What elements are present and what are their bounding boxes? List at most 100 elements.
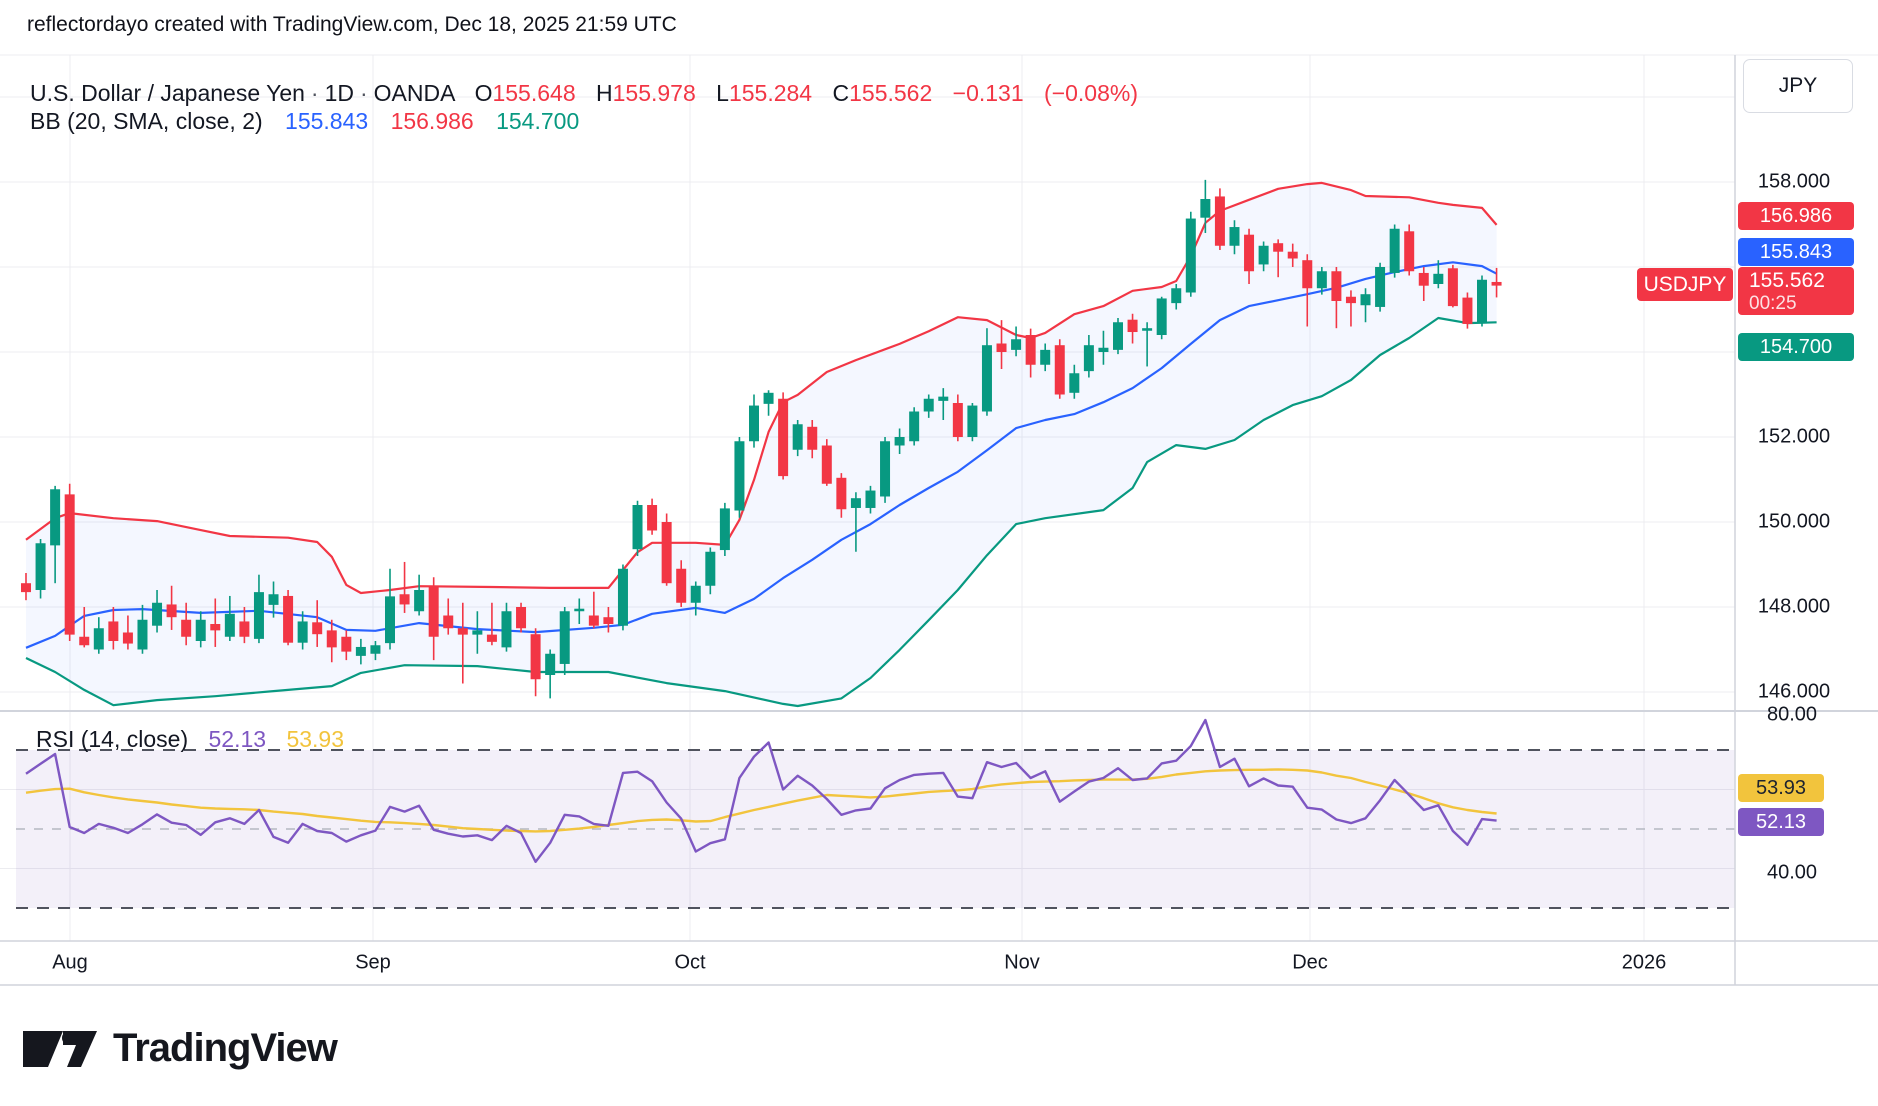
candle-body-down <box>1462 297 1473 324</box>
rsi-indicator-title[interactable]: RSI (14, close) <box>36 726 189 752</box>
candle-body-up <box>1156 298 1167 335</box>
candle-body-down <box>952 403 963 437</box>
candle-body-up <box>414 590 425 612</box>
bb-legend-row: BB (20, SMA, close, 2) 155.843 156.986 1… <box>30 108 579 135</box>
candle-body-down <box>283 595 294 643</box>
candle-body-up <box>137 619 148 650</box>
candle-body-down <box>516 607 527 629</box>
candle-body-down <box>1214 196 1225 246</box>
rsi-axis-label: 80.00 <box>1766 703 1818 726</box>
candle-body-down <box>64 494 75 635</box>
candle-body-down <box>1345 296 1356 304</box>
candle-body-down <box>1127 319 1138 333</box>
bar-countdown: 00:25 <box>1749 292 1797 314</box>
bb-lower-badge: 154.700 <box>1738 333 1854 361</box>
candle-body-up <box>1185 218 1196 293</box>
price-axis-label: 158.000 <box>1757 170 1831 193</box>
candle-body-down <box>661 522 672 584</box>
rsi-band-fill <box>16 750 1735 908</box>
candle-body-up <box>1040 349 1051 365</box>
candle-body-down <box>166 604 177 618</box>
candle-body-up <box>93 628 104 650</box>
candle-body-up <box>894 437 905 446</box>
candle-body-down <box>1287 251 1298 259</box>
candle-body-down <box>341 636 352 652</box>
tradingview-logo[interactable]: TradingView <box>23 1026 338 1071</box>
candle-body-up <box>967 405 978 437</box>
interval-label[interactable]: 1D <box>324 80 354 106</box>
candle-body-up <box>253 592 264 639</box>
candle-body-down <box>1418 272 1429 286</box>
bb-indicator-title[interactable]: BB (20, SMA, close, 2) <box>30 108 263 134</box>
rsi-axis-label: 40.00 <box>1766 861 1818 884</box>
candle-body-up <box>472 630 483 635</box>
header-attribution-text: reflectordayo created with TradingView.c… <box>27 13 677 36</box>
ticker-symbol-badge: USDJPY <box>1637 268 1733 301</box>
bb-upper-line <box>25 181 1498 595</box>
candle-body-down <box>807 426 818 450</box>
candle-body-up <box>719 508 730 551</box>
candle-body-down <box>1302 260 1313 289</box>
bb-fill <box>26 182 1497 706</box>
candle-body-up <box>1069 373 1080 393</box>
candle-body-up <box>268 594 279 605</box>
candle-body-up <box>1098 347 1109 352</box>
rsi-value: 52.13 <box>208 726 267 752</box>
candle-body-down <box>1025 335 1036 365</box>
candle-body-up <box>559 611 570 664</box>
candle-body-up <box>632 505 643 550</box>
candle-body-down <box>676 568 687 603</box>
candle-body-up <box>1258 245 1269 265</box>
candle-body-up <box>385 596 395 644</box>
time-axis-label-aug: Aug <box>52 951 88 974</box>
rsi-legend-row: RSI (14, close) 52.13 53.93 <box>36 726 344 753</box>
candle-body-up <box>1083 345 1094 372</box>
candle-body-up <box>574 608 585 612</box>
candle-body-up <box>1229 227 1240 246</box>
candle-body-up <box>763 392 774 404</box>
currency-toggle-button[interactable]: JPY <box>1743 59 1853 113</box>
candle-body-up <box>1200 199 1211 218</box>
candle-body-down <box>1331 271 1342 301</box>
rsi-value-badge: 52.13 <box>1738 808 1824 836</box>
rsi-ma-line <box>25 768 1497 833</box>
last-price-badge: 155.562 00:25 <box>1738 267 1854 315</box>
rsi-ma-badge: 53.93 <box>1738 774 1824 802</box>
bb-basis-value: 155.843 <box>285 108 369 134</box>
bb-upper-badge: 156.986 <box>1738 202 1854 230</box>
change-percent: (−0.08%) <box>1044 80 1138 106</box>
candle-body-up <box>355 646 366 656</box>
candle-body-down <box>1054 345 1065 395</box>
time-axis-label-dec: Dec <box>1292 951 1328 974</box>
candle-body-down <box>1447 268 1458 307</box>
candle-body-up <box>545 653 556 675</box>
candle-body-down <box>312 622 323 635</box>
bb-lower-line <box>25 316 1497 708</box>
candle-body-down <box>1404 231 1415 272</box>
candle-body-up <box>923 398 934 412</box>
candle-body-up <box>1389 228 1400 273</box>
rsi-ma-value: 53.93 <box>286 726 345 752</box>
candle-body-down <box>821 445 832 484</box>
candle-body-down <box>588 615 599 626</box>
candle-body-down <box>79 636 90 646</box>
candle-body-up <box>792 424 803 450</box>
time-axis-label-oct: Oct <box>674 951 706 974</box>
candle-body-up <box>1477 279 1487 324</box>
exchange-label[interactable]: OANDA <box>373 80 455 106</box>
candle-body-up <box>1433 273 1444 284</box>
candle-body-up <box>1316 271 1327 289</box>
last-price-value: 155.562 <box>1749 268 1825 292</box>
candle-body-up <box>35 543 46 590</box>
candle-body-down <box>486 634 497 642</box>
bb-upper-value: 156.986 <box>390 108 474 134</box>
symbol-title[interactable]: U.S. Dollar / Japanese Yen <box>30 80 305 106</box>
candle-body-down <box>530 634 541 680</box>
candle-body-up <box>1171 288 1182 304</box>
candle-body-down <box>1491 281 1502 286</box>
bb-basis-badge: 155.843 <box>1738 238 1854 266</box>
ohlc-open: O155.648 <box>474 80 576 106</box>
candle-body-up <box>370 645 381 654</box>
candle-body-down <box>399 594 410 605</box>
